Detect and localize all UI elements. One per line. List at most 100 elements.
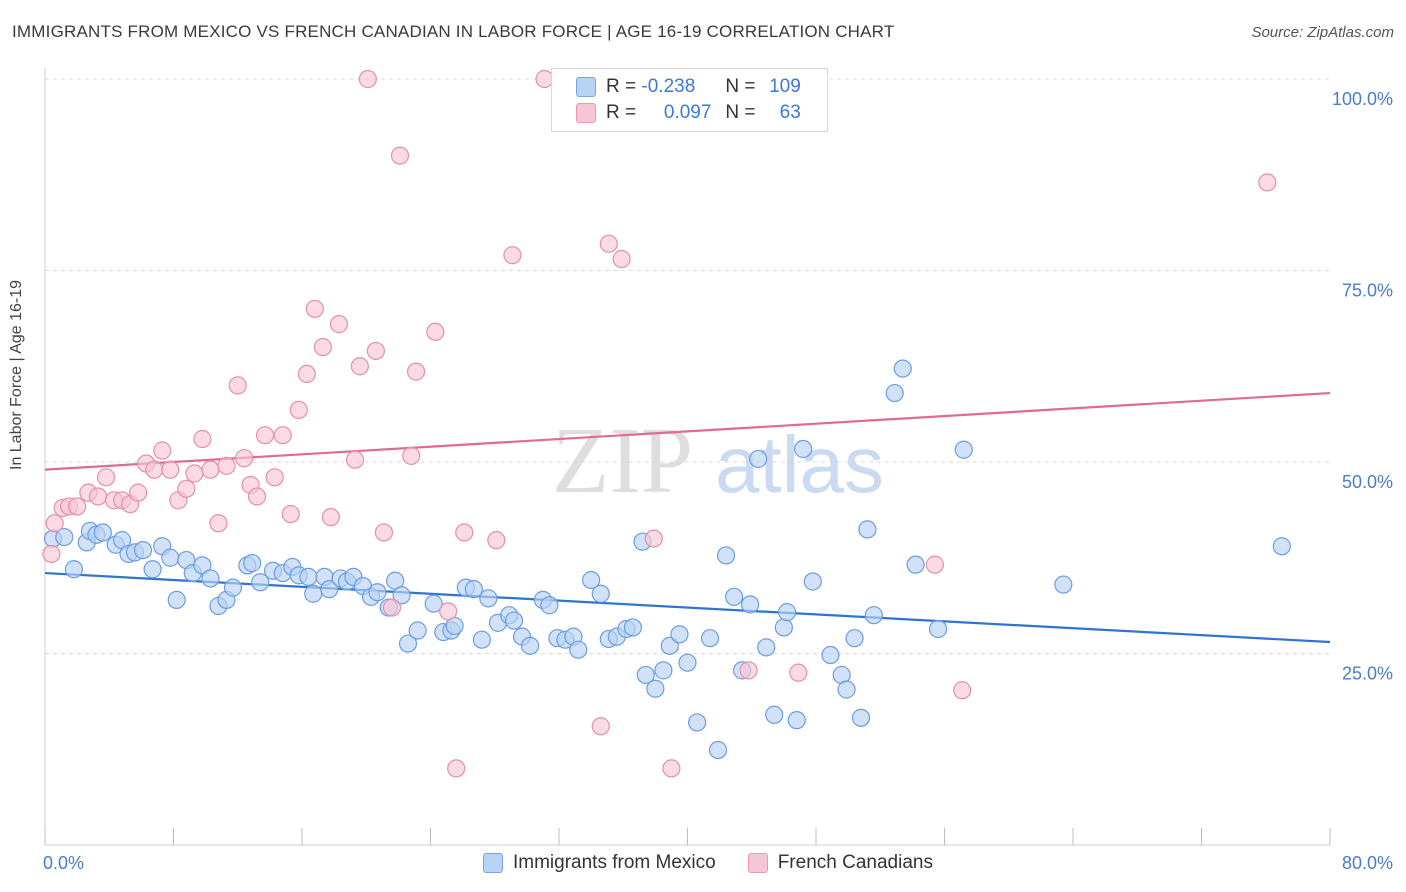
legend-item-french-canadians: French Canadians — [747, 852, 933, 874]
mexico-point-11 — [133, 540, 153, 560]
french-canadian-point-35 — [321, 508, 341, 527]
mexico-point-2 — [64, 560, 84, 579]
french-canadian-point-31 — [289, 400, 308, 420]
french-canadian-point-34 — [313, 338, 332, 357]
mexico-point-90 — [794, 439, 813, 459]
french-canadian-point-56 — [644, 529, 663, 548]
legend-item-mexico: Immigrants from Mexico — [483, 852, 716, 874]
mexico-point-18 — [193, 556, 212, 575]
french-canadian-point-37 — [345, 450, 365, 469]
french-canadian-point-6 — [88, 487, 108, 506]
french-canadian-point-58 — [739, 661, 758, 680]
watermark-zip: ZIP — [552, 409, 693, 513]
mexico-point-76 — [678, 653, 697, 672]
french-canadian-trend-line — [44, 391, 1331, 471]
mexico-point-97 — [858, 520, 877, 539]
mexico-point-86 — [765, 705, 784, 724]
french-canadian-point-22 — [217, 456, 236, 475]
french-canadian-point-60 — [925, 555, 944, 574]
mexico-point-95 — [845, 629, 864, 648]
mexico-point-80 — [716, 546, 736, 565]
mexico-point-84 — [749, 449, 768, 469]
mexico-point-104 — [1054, 575, 1073, 594]
axes — [44, 68, 1331, 846]
french-canadian-point-57 — [662, 759, 681, 778]
series-legend: Immigrants from Mexico French Canadians — [483, 852, 965, 874]
mexico-point-77 — [688, 713, 707, 732]
french-canadian-point-7 — [96, 468, 116, 487]
mexico-point-59 — [540, 596, 559, 615]
mexico-swatch — [483, 853, 503, 873]
french-canadian-point-55 — [612, 249, 631, 269]
french-canadian-point-24 — [235, 449, 254, 468]
mexico-point-81 — [724, 587, 744, 606]
french-canadian-point-23 — [228, 376, 247, 395]
source-label: Source: ZipAtlas.com — [1251, 24, 1394, 41]
mexico-point-39 — [368, 583, 387, 602]
mexico-point-6 — [93, 523, 112, 542]
mexico-point-33 — [320, 580, 339, 599]
french-canadian-point-54 — [599, 234, 618, 253]
mexico-point-100 — [893, 359, 912, 378]
n-label: N = — [725, 76, 756, 97]
french-canadian-point-38 — [350, 357, 369, 376]
blue-swatch — [576, 77, 596, 97]
mexico-point-45 — [424, 594, 443, 613]
mexico-point-43 — [398, 634, 418, 653]
mexico-point-19 — [201, 569, 220, 588]
mexico-point-30 — [299, 567, 318, 587]
french-canadian-point-17 — [177, 479, 196, 498]
y-tick-label-75: 75.0% — [1342, 281, 1393, 301]
mexico-point-51 — [472, 630, 491, 649]
mexico-point-24 — [243, 554, 262, 573]
mexico-point-15 — [167, 590, 186, 609]
mexico-point-85 — [757, 638, 776, 657]
french-canadian-point-39 — [358, 69, 377, 89]
french-canadian-point-13 — [145, 460, 164, 479]
mexico-point-25 — [251, 573, 270, 592]
r-label: R = — [606, 76, 637, 97]
mexico-point-94 — [837, 680, 856, 699]
french-canadian-point-29 — [273, 426, 292, 445]
mexico-point-14 — [161, 548, 180, 567]
n-label: N = — [725, 102, 756, 123]
y-tick-label-50: 50.0% — [1342, 472, 1393, 492]
french-canadian-point-18 — [185, 464, 204, 483]
mexico-point-71 — [636, 665, 655, 685]
mexico-point-79 — [708, 740, 728, 760]
y-tick-label-100: 100.0% — [1332, 89, 1393, 109]
french-canadian-point-47 — [439, 602, 458, 621]
blue-r-value: -0.238 — [641, 76, 696, 97]
mexico-point-52 — [479, 589, 498, 608]
mexico-point-102 — [928, 619, 948, 639]
watermark-atlas: atlas — [715, 420, 884, 509]
mexico-point-44 — [408, 621, 427, 640]
mexico-point-88 — [777, 603, 797, 622]
mexico-point-87 — [774, 618, 793, 637]
mexico-point-63 — [569, 640, 588, 659]
french-canadian-point-48 — [447, 759, 466, 778]
mexico-point-78 — [700, 629, 720, 648]
mexico-point-12 — [143, 560, 162, 579]
french-canadian-point-0 — [42, 544, 61, 564]
mexico-point-92 — [821, 645, 840, 665]
mexico-point-91 — [803, 572, 822, 591]
mexico-point-99 — [885, 383, 904, 403]
y-tick-label-25: 25.0% — [1342, 664, 1393, 684]
french-canadian-point-30 — [281, 504, 300, 524]
french-canadian-point-44 — [402, 446, 421, 465]
stats-legend: R = -0.238 N = 109 R = 0.097 N = 63 — [551, 68, 828, 132]
pink-swatch — [576, 103, 596, 123]
french-canadian-point-11 — [129, 483, 148, 502]
french-canadian-point-27 — [255, 426, 275, 445]
mexico-point-42 — [392, 586, 411, 605]
french-canadian-point-4 — [68, 497, 87, 516]
french-canadian-point-19 — [193, 429, 212, 449]
stats-row-blue: R = -0.238 N = 109 — [576, 75, 801, 99]
mexico-point-96 — [851, 708, 871, 727]
mexico-point-103 — [954, 440, 973, 459]
mexico-point-83 — [741, 595, 760, 614]
mexico-point-65 — [591, 584, 610, 603]
french-canadians-swatch — [747, 853, 768, 873]
